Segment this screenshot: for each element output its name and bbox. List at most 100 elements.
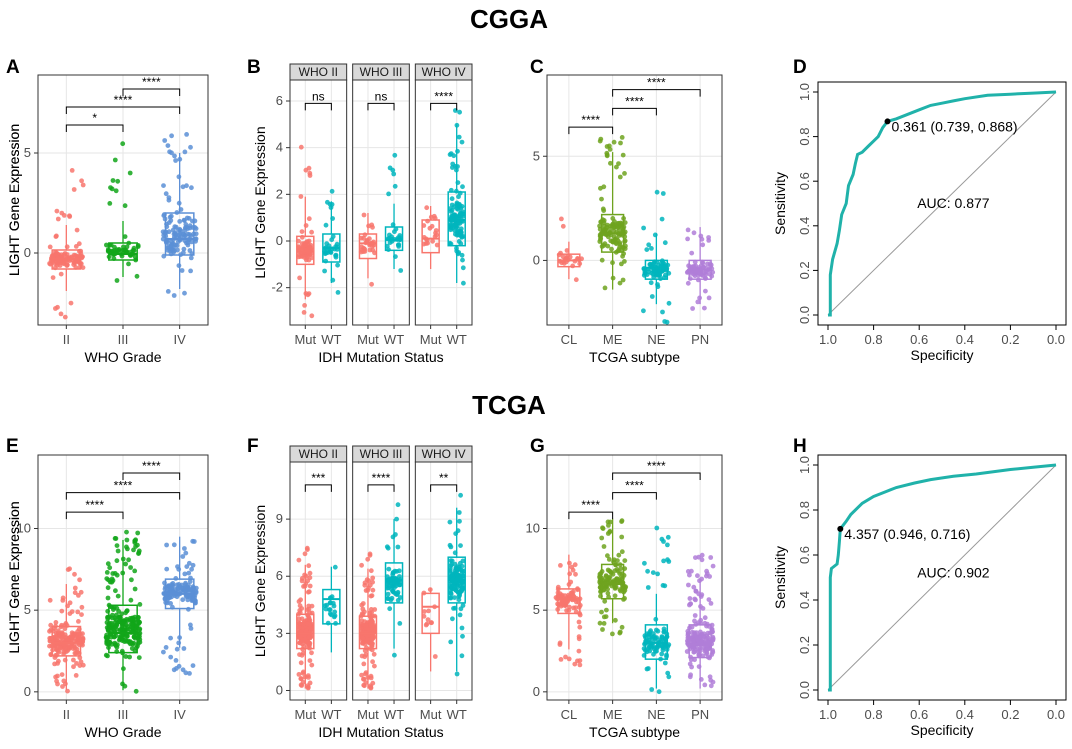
panel-B-x-tick-label: WT (321, 332, 341, 347)
panel-A-point-III (122, 203, 128, 209)
panel-E-point-III (129, 577, 134, 583)
panel-G-point-ME (600, 627, 605, 632)
panel-D-y-tick-label: 0.0 (797, 306, 812, 324)
panel-B-x-tick-label: Mut (420, 332, 442, 347)
panel-B2-point-WT (455, 164, 460, 169)
panel-G-point-PN (689, 568, 694, 574)
panel-B-y-axis-label: LIGHT Gene Expression (252, 126, 268, 278)
panel-G-point-PN (706, 597, 712, 602)
panel-E-point-III (111, 634, 117, 639)
panel-F2-point-WT (447, 566, 453, 571)
panel-B-x-tick-label: WT (384, 332, 404, 347)
panel-E-point-III (123, 654, 129, 659)
panel-B2-point-WT (458, 229, 464, 234)
panel-A-sig-bracket (65, 106, 181, 114)
panel-B2-point-Mut (424, 205, 430, 211)
panel-E-point-III (128, 565, 134, 570)
panel-F1-point-Mut (367, 582, 373, 588)
panel-C-point-NE (659, 260, 664, 266)
panel-E-point-II (78, 659, 84, 665)
panel-G-letter: G (530, 436, 545, 457)
panel-C-point-ME (614, 236, 619, 242)
panel-G-point-NE (666, 674, 672, 680)
panel-F2-point-WT (452, 561, 458, 567)
panel-F-letter: F (247, 436, 259, 457)
panel-A-point-II (71, 187, 77, 192)
panel-A-point-II (64, 244, 70, 250)
panel-F-x-tick-label: Mut (420, 707, 442, 722)
panel-E-point-II (79, 612, 84, 617)
panel-B-box-Mut (296, 235, 315, 266)
panel-A-point-III (127, 170, 133, 176)
panel-F0-point-Mut (306, 563, 312, 569)
panel-H-y-tick-label: 0.8 (797, 501, 812, 519)
panel-F0-point-Mut (299, 576, 305, 581)
panel-B-y-tick-label: 4 (276, 140, 283, 155)
panel-F2-point-WT (452, 595, 457, 600)
panel-G-point-PN (686, 582, 691, 588)
panel-C-point-PN (706, 238, 712, 243)
panel-E-point-IV (183, 550, 189, 556)
panel-F0-point-Mut (305, 547, 310, 552)
panel-E-point-III (126, 557, 131, 563)
panel-B1-point-Mut (369, 281, 374, 287)
panel-C-point-PN (691, 230, 697, 236)
panel-G-point-ME (604, 578, 609, 583)
panel-F2-point-WT (447, 542, 453, 548)
panel-F1-point-Mut (365, 556, 371, 562)
panel-F1-point-WT (386, 566, 392, 572)
panel-C-point-ME (602, 285, 608, 291)
panel-B-sig-label: ns (312, 89, 325, 103)
panel-B0-point-Mut (301, 310, 307, 315)
panel-E-point-IV (183, 588, 189, 594)
panel-G-point-ME (603, 614, 609, 619)
panel-E-point-III (133, 688, 139, 694)
panel-F1-point-Mut (370, 575, 376, 581)
panel-G-x-tick-label: ME (603, 707, 623, 722)
panel-A-point-III (108, 185, 113, 191)
panel-E-point-II (73, 673, 79, 678)
panel-G-point-ME (617, 629, 623, 635)
panel-F0-point-Mut (297, 640, 303, 646)
panel-E-point-II (72, 590, 78, 596)
panel-A-point-IV (160, 236, 166, 242)
panel-E-point-IV (186, 560, 192, 566)
panel-G-point-ME (608, 569, 613, 575)
panel-G-point-NE (664, 652, 669, 658)
panel-F1-point-Mut (368, 684, 374, 690)
panel-H-y-axis-label: Sensitivity (772, 546, 788, 609)
panel-G-box-CL (557, 588, 581, 615)
panel-F0-point-Mut (305, 589, 311, 595)
panel-F0-point-WT (332, 613, 338, 619)
panel-G-point-CL (569, 590, 575, 595)
panel-B2-point-WT (460, 257, 465, 263)
panel-E-point-II (62, 645, 68, 651)
panel-A-point-II (58, 311, 64, 317)
panel-G-point-PN (710, 679, 716, 685)
panel-B-y-tick-label: -2 (271, 280, 283, 295)
panel-F1-point-Mut (369, 637, 375, 642)
panel-B1-point-WT (398, 268, 404, 273)
panel-E-y-tick-label: 10 (17, 521, 31, 536)
panel-E-point-III (114, 644, 120, 650)
panel-E-point-IV (184, 564, 190, 569)
panel-B2-point-WT (450, 165, 455, 170)
panel-E-point-II (47, 597, 53, 603)
panel-G-point-CL (570, 593, 576, 599)
panel-C-x-tick-label: ME (603, 332, 623, 347)
panel-H-x-tick-label: 1.0 (819, 707, 837, 722)
panel-E-point-III (112, 615, 118, 621)
panel-A-point-IV (165, 289, 171, 294)
panel-E-point-IV (182, 546, 187, 551)
panel-E-point-II (76, 593, 81, 598)
panel-G-y-tick-label: 5 (533, 602, 540, 617)
panel-B1-point-WT (387, 165, 393, 171)
panel-F0-point-Mut (306, 615, 312, 620)
panel-E-point-IV (193, 585, 199, 591)
panel-F-sig-label: ** (439, 471, 449, 485)
panel-G-point-NE (655, 628, 661, 634)
panel-A-point-IV (182, 233, 188, 239)
panel-C-point-NE (649, 246, 654, 251)
panel-B2-point-WT (461, 280, 466, 286)
panel-G-point-ME (599, 609, 604, 615)
